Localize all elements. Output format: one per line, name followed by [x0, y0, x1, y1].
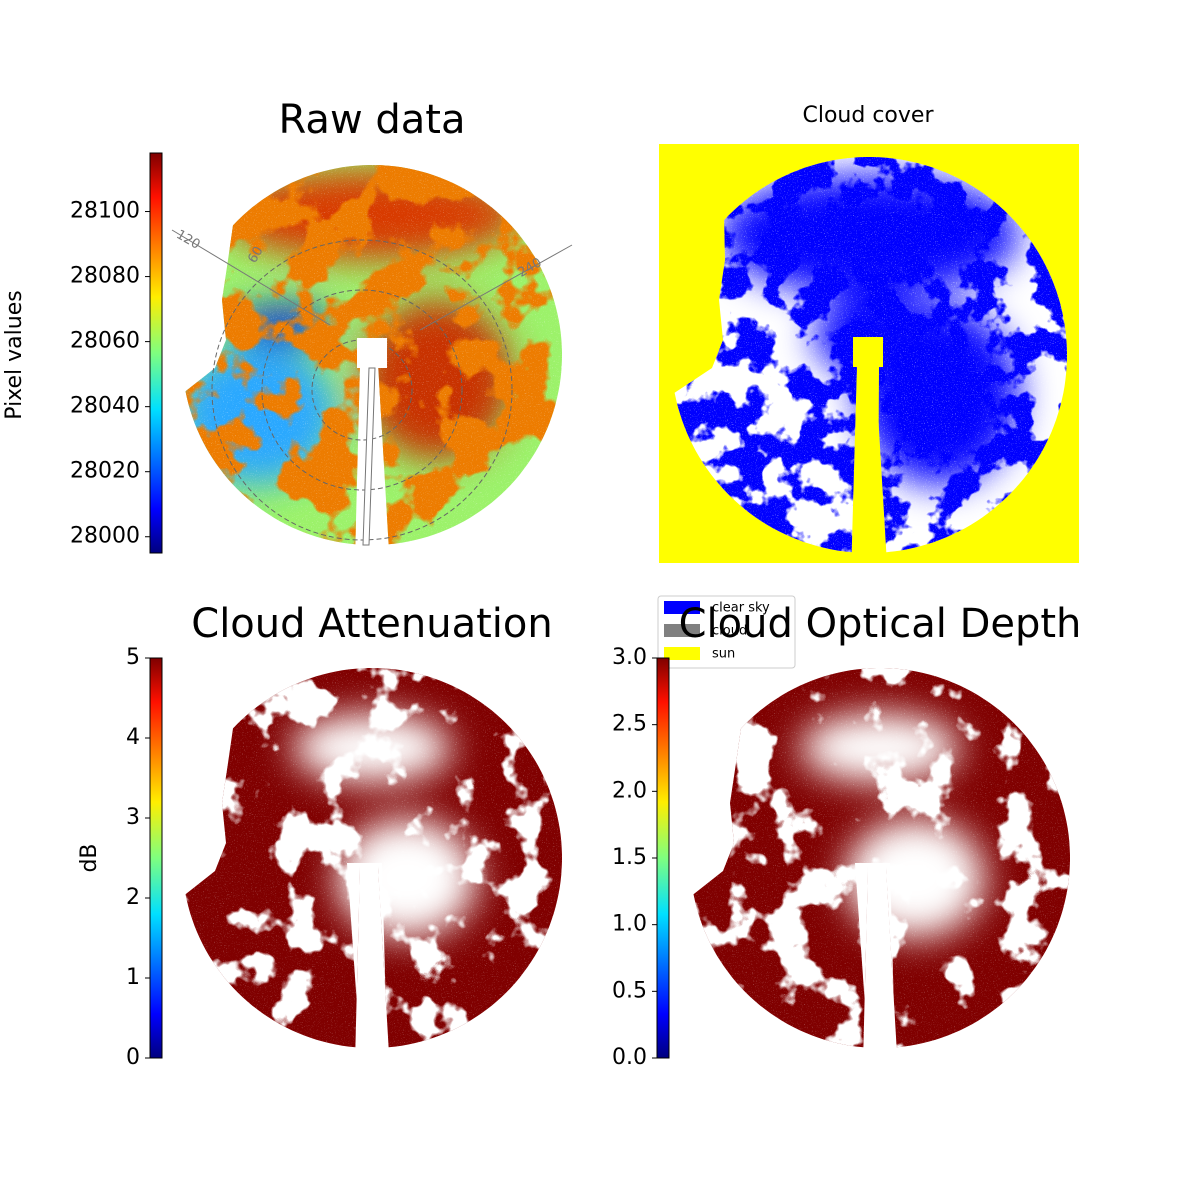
colorbar-tick-label: 28000: [70, 524, 140, 549]
colorbar-label: dB: [77, 843, 102, 872]
colorbar-tick-label: 2: [126, 885, 140, 910]
speckle: [693, 668, 1070, 1048]
legend-swatch: [664, 601, 700, 614]
legend-label: cloud: [712, 624, 747, 639]
colorbar-tick-label: 28080: [70, 264, 140, 289]
panel-title: Cloud Attenuation: [191, 601, 552, 647]
sun-blocker: [357, 338, 387, 368]
polar-grid: [261, 289, 463, 491]
colorbar-tick-label: 28100: [70, 199, 140, 224]
colorbar-tick-label: 5: [126, 645, 140, 670]
colorbar-tick-label: 1.0: [612, 912, 647, 937]
panel-title: Raw data: [279, 97, 466, 143]
panel-title: Cloud Optical Depth: [679, 601, 1082, 647]
polar-label: 60: [245, 244, 266, 266]
colorbar-tick-label: 3: [126, 805, 140, 830]
legend-swatch: [664, 624, 700, 637]
colorbar-label: Pixel values: [2, 290, 27, 419]
speckle: [185, 668, 562, 1048]
polar-label: 120: [173, 227, 202, 252]
legend-label: clear sky: [712, 601, 770, 616]
attenuation-image: [693, 668, 1070, 1048]
colorbar: [656, 657, 670, 1059]
polar-grid: [211, 239, 513, 541]
colorbar: [149, 152, 163, 554]
colorbar-tick-label: 3.0: [612, 645, 647, 670]
attenuation-image: [185, 668, 562, 1048]
colorbar-tick-label: 0: [126, 1045, 140, 1070]
sun-beam: [854, 367, 879, 547]
sun-disk: [853, 337, 883, 367]
polar-axis: [171, 229, 331, 326]
colorbar-tick-label: 4: [126, 725, 140, 750]
sun-beam: [362, 367, 376, 546]
colorbar-tick-label: 28020: [70, 459, 140, 484]
colorbar: [149, 657, 163, 1059]
legend-swatch: [664, 647, 700, 660]
colorbar-tick-label: 0.0: [612, 1045, 647, 1070]
colorbar-tick-label: 28040: [70, 394, 140, 419]
colorbar-tick-label: 0.5: [612, 978, 647, 1003]
colorbar-tick-label: 2.0: [612, 778, 647, 803]
legend-label: sun: [712, 647, 735, 662]
colorbar-tick-label: 28060: [70, 329, 140, 354]
colorbar-tick-label: 1: [126, 965, 140, 990]
polar-axis: [419, 244, 573, 331]
colorbar-tick-label: 2.5: [612, 712, 647, 737]
colorbar-tick-label: 1.5: [612, 845, 647, 870]
panel-title: Cloud cover: [803, 103, 935, 128]
